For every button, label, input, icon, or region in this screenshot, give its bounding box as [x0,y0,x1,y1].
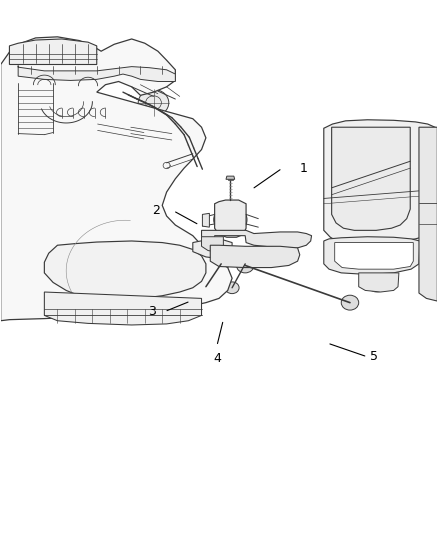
Ellipse shape [112,294,124,304]
Ellipse shape [100,248,150,293]
Ellipse shape [214,205,247,235]
Ellipse shape [360,182,382,204]
Polygon shape [359,273,399,292]
Polygon shape [335,243,413,269]
Polygon shape [215,200,246,237]
Polygon shape [210,245,300,268]
Ellipse shape [199,240,226,259]
Polygon shape [324,237,420,274]
Ellipse shape [144,122,172,148]
Polygon shape [324,120,437,243]
Ellipse shape [341,295,359,310]
Ellipse shape [174,255,183,262]
Ellipse shape [155,230,164,237]
Text: 3: 3 [148,305,155,318]
Polygon shape [201,230,311,248]
Text: 5: 5 [370,350,378,364]
Ellipse shape [238,258,252,270]
Text: 2: 2 [152,204,160,217]
Ellipse shape [67,279,76,287]
Ellipse shape [394,197,403,206]
Ellipse shape [386,249,402,263]
Ellipse shape [226,216,235,223]
Ellipse shape [97,111,132,143]
Ellipse shape [124,219,132,227]
Ellipse shape [69,250,78,257]
Ellipse shape [14,80,40,104]
Ellipse shape [341,249,367,264]
Ellipse shape [227,248,246,265]
Text: 4: 4 [213,352,221,365]
Ellipse shape [139,288,152,298]
Ellipse shape [86,304,95,312]
Ellipse shape [120,266,131,276]
Ellipse shape [173,284,181,292]
Ellipse shape [221,211,240,228]
Polygon shape [332,127,410,230]
Ellipse shape [152,265,164,276]
Ellipse shape [27,74,44,89]
Ellipse shape [138,90,169,116]
Ellipse shape [237,258,254,273]
Ellipse shape [112,237,124,248]
Polygon shape [419,127,437,301]
Polygon shape [202,213,209,227]
Text: 1: 1 [300,161,307,175]
Polygon shape [44,241,206,300]
Polygon shape [10,39,97,64]
Ellipse shape [84,235,166,307]
Ellipse shape [89,278,102,288]
Polygon shape [228,179,233,180]
Ellipse shape [91,227,99,235]
Polygon shape [193,240,232,259]
Ellipse shape [89,253,102,264]
Ellipse shape [262,248,281,265]
Polygon shape [18,66,175,82]
Ellipse shape [139,243,152,254]
Polygon shape [226,176,235,179]
Ellipse shape [198,280,214,294]
Polygon shape [44,292,201,325]
Ellipse shape [151,307,160,314]
Ellipse shape [366,273,388,292]
Ellipse shape [111,124,118,131]
Ellipse shape [213,257,229,271]
Ellipse shape [112,259,138,282]
Ellipse shape [225,282,239,294]
Polygon shape [1,37,232,321]
Polygon shape [201,237,223,252]
Ellipse shape [118,315,127,322]
Ellipse shape [66,220,184,321]
